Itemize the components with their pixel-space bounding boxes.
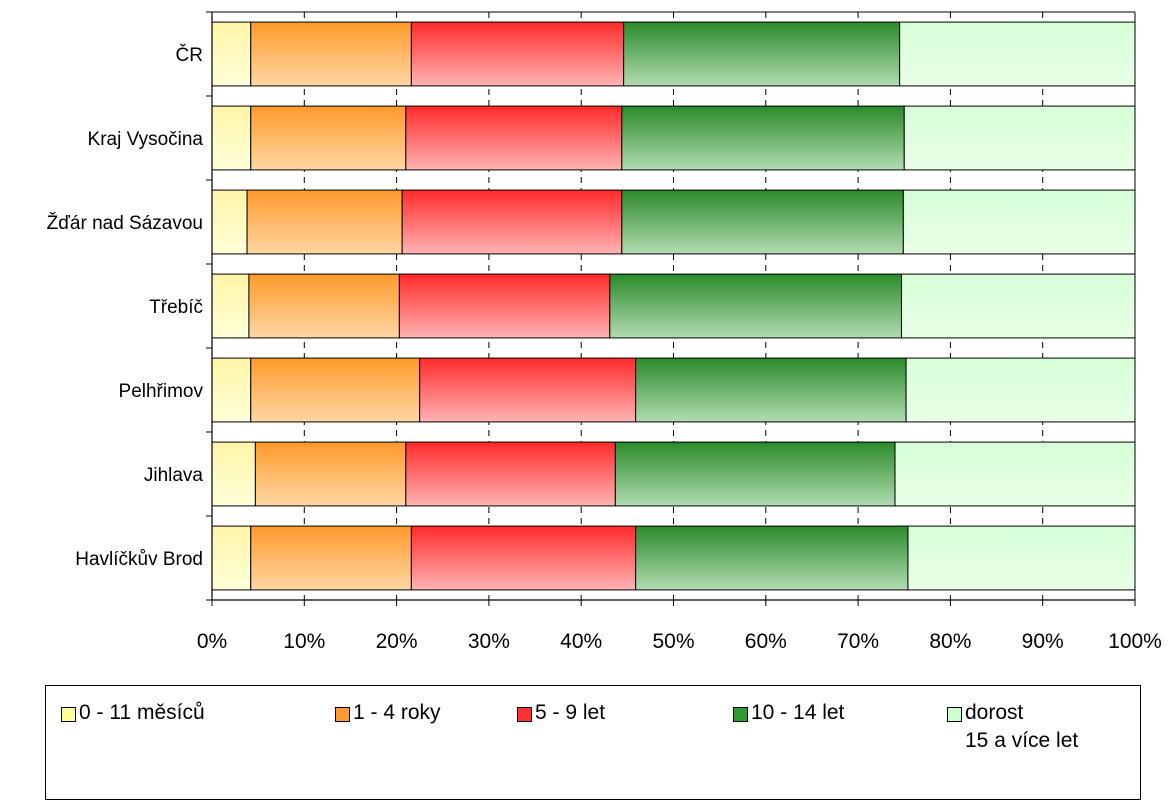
legend-label: 10 - 14 let: [751, 701, 845, 724]
bar-segment: [609, 273, 902, 339]
bar-segment: [248, 273, 400, 339]
category-label: Žďár nad Sázavou: [47, 212, 203, 234]
legend-label-line2: 15 a více let: [965, 729, 1079, 752]
bar-segment: [635, 357, 907, 423]
category-label: Havlíčkův Brod: [75, 549, 203, 570]
bar-segment: [405, 105, 623, 171]
bar-segment: [211, 357, 252, 423]
x-tick-label: 20%: [376, 630, 418, 653]
legend-label: 0 - 11 měsíců: [79, 701, 205, 724]
bar-segment: [894, 441, 1136, 507]
bar-segment: [907, 525, 1136, 591]
bar-segment: [900, 273, 1136, 339]
bar-segment: [211, 441, 256, 507]
category-label: Jihlava: [144, 465, 204, 486]
legend-swatch-orange: [335, 707, 350, 722]
x-tick-label: 60%: [745, 630, 787, 653]
category-label: Kraj Vysočina: [88, 129, 204, 150]
bar-segment: [899, 21, 1136, 87]
x-tick-label: 40%: [560, 630, 602, 653]
bar-segment: [902, 189, 1136, 255]
bar-segment: [398, 273, 611, 339]
bar-segment: [211, 21, 252, 87]
bar-segment: [250, 21, 412, 87]
category-label: Pelhřimov: [119, 381, 204, 402]
bar-segment: [905, 357, 1136, 423]
category-labels: ČR Kraj Vysočina Žďár nad Sázavou Třebíč Pel…: [47, 44, 204, 570]
bar-segment: [623, 21, 901, 87]
stacked-bar-chart: ČR Kraj Vysočina Žďár nad Sázavou Třebíč Pel…: [47, 11, 1162, 653]
legend-item-0-11-months: 0 - 11 měsíců: [61, 699, 205, 727]
legend-swatch-light-green: [947, 707, 962, 722]
bar-segment: [614, 441, 896, 507]
bar-segment: [254, 441, 407, 507]
bar-segment: [250, 105, 407, 171]
x-tick-labels: 0% 10% 20% 30% 40% 50% 60% 70% 80% 90% 100%: [197, 630, 1162, 653]
bar-segment: [246, 189, 403, 255]
bar-segment: [250, 525, 412, 591]
bar-segment: [211, 525, 252, 591]
bar-segment: [410, 21, 625, 87]
bar-segment: [401, 189, 623, 255]
bar-segment: [211, 105, 252, 171]
legend-swatch-green: [733, 707, 748, 722]
legend-swatch-red: [517, 707, 532, 722]
bar-segment: [211, 189, 248, 255]
bar-segment: [250, 357, 421, 423]
legend-swatch-yellow: [61, 707, 76, 722]
legend-item-10-14-years: 10 - 14 let: [733, 699, 844, 727]
bar-segment: [621, 105, 905, 171]
axes: [206, 11, 1136, 606]
legend-item-1-4-years: 1 - 4 roky: [335, 699, 441, 727]
x-tick-label: 10%: [283, 630, 325, 653]
bar-segment: [405, 441, 616, 507]
x-tick-label: 50%: [652, 630, 694, 653]
legend-item-5-9-years: 5 - 9 let: [517, 699, 605, 727]
legend-label: 1 - 4 roky: [353, 701, 441, 724]
x-tick-label: 0%: [197, 630, 227, 653]
legend-item-youth-15-plus: dorost 15 a více let: [947, 699, 1078, 755]
bar-segment: [419, 357, 637, 423]
bars: [211, 21, 1136, 591]
legend: 0 - 11 měsíců 1 - 4 roky 5 - 9 let 10 - …: [45, 685, 1141, 800]
bar-segment: [621, 189, 904, 255]
bar-segment: [635, 525, 909, 591]
legend-label: dorost: [965, 701, 1024, 724]
bar-segment: [410, 525, 637, 591]
legend-label: 5 - 9 let: [535, 701, 606, 724]
category-label: Třebíč: [149, 297, 203, 318]
x-tick-label: 30%: [468, 630, 510, 653]
x-tick-label: 70%: [837, 630, 879, 653]
bar-segment: [903, 105, 1136, 171]
x-tick-label: 100%: [1108, 630, 1162, 653]
x-tick-label: 90%: [1022, 630, 1064, 653]
category-label: ČR: [176, 44, 203, 66]
bar-segment: [211, 273, 250, 339]
x-tick-label: 80%: [929, 630, 971, 653]
